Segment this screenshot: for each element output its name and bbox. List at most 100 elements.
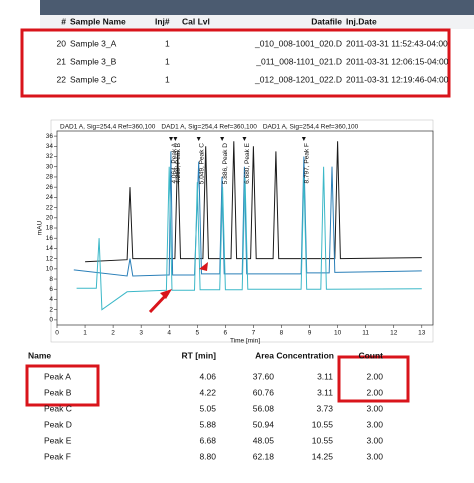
highlight-box [20,28,451,98]
cell: 10.55 [312,419,334,429]
x-tick-label: 4 [167,330,171,337]
header-band [40,15,474,29]
top-bar [40,0,474,15]
trace [85,141,422,263]
cell: 14.25 [312,451,334,461]
x-tick-label: 12 [390,330,398,337]
column-header: Sample Name [70,16,126,26]
column-header: Area [255,350,274,360]
cell: Peak E [44,435,72,445]
y-tick-label: 20 [46,215,54,222]
peak-label: 5.049, Peak C [198,143,205,184]
peak-label: 4.219, Peak B [175,143,182,184]
peak-marker [220,137,225,141]
x-tick-label: 11 [362,330,369,337]
cell: 6.68 [199,435,216,445]
cell: 2011-03-31 12:06:15-04:00 [346,56,449,66]
y-tick-label: 2 [49,306,53,313]
y-tick-label: 34 [46,143,54,150]
y-tick-label: 32 [46,153,54,160]
chart-panel [50,119,434,343]
y-tick-label: 8 [49,276,53,283]
y-tick-label: 6 [49,286,53,293]
cell: 1 [165,38,170,48]
cell: 5.88 [199,419,216,429]
x-tick-label: 13 [418,330,426,337]
arrow-head [160,289,172,299]
y-tick-label: 16 [46,235,54,242]
peak-marker [196,137,201,141]
peak-label: 6.680, Peak E [244,142,251,183]
peak-label: 5.886, Peak D [222,143,229,184]
cell: 50.94 [253,419,275,429]
cell: 4.06 [199,371,216,381]
legend-entry: DAD1 A, Sig=254,4 Ref=360,100 [60,124,156,131]
cell: 1 [165,74,170,84]
peak-marker [242,137,247,141]
cell: 4.22 [199,387,216,397]
cell: Sample 3_C [70,74,117,84]
cell: 8.80 [199,451,216,461]
column-header: Datafile [311,16,342,26]
cell: _011_008-1101_021.D [255,56,342,66]
cell: 2011-03-31 11:52:43-04:00 [346,38,448,48]
cell: Peak C [44,403,72,413]
y-tick-label: 22 [46,204,54,211]
cell: Peak F [44,451,71,461]
cell: 56.08 [253,403,275,413]
highlight-box [337,355,410,403]
y-tick-label: 28 [46,174,54,181]
column-header: Count [358,350,383,360]
peak-marker [169,137,174,141]
cell: 48.05 [253,435,275,445]
y-tick-label: 26 [46,184,54,191]
peak-label: 4.064, Peak A [171,142,178,183]
cell: 22 [57,74,67,84]
cell: Peak B [44,387,72,397]
cell: 60.76 [253,387,275,397]
cell: 3.00 [366,419,383,429]
x-tick-label: 9 [308,330,312,337]
y-tick-label: 10 [46,266,54,273]
x-tick-label: 8 [280,330,284,337]
y-tick-label: 4 [49,296,53,303]
column-header: # [61,16,66,26]
x-tick-label: 7 [252,330,256,337]
x-tick-label: 1 [83,330,87,337]
column-header: Concentration [276,350,334,360]
y-tick-label: 36 [46,133,54,140]
cell: 2.00 [366,371,383,381]
cell: 3.00 [366,451,383,461]
x-tick-label: 10 [334,330,342,337]
x-tick-label: 2 [111,330,115,337]
cell: 1 [165,56,170,66]
legend-entry: DAD1 A, Sig=254,4 Ref=360,100 [263,124,359,131]
y-tick-label: 30 [46,163,54,170]
trace [73,151,422,277]
cell: Sample 3_B [70,56,117,66]
cell: _010_008-1001_020.D [254,38,342,48]
cell: 37.60 [253,371,275,381]
cell: 3.00 [366,435,383,445]
x-tick-label: 0 [55,330,59,337]
column-header: Cal Lvl [182,16,210,26]
cell: Peak D [44,419,72,429]
column-header: Inj# [155,16,170,26]
cell: 3.00 [366,403,383,413]
cell: 2.00 [366,387,383,397]
cell: 2011-03-31 12:19:46-04:00 [346,74,449,84]
peak-marker [173,137,178,141]
peak-marker [301,137,306,141]
cell: 20 [57,38,67,48]
column-header: Inj.Date [346,16,377,26]
highlight-box [25,364,100,407]
column-header: RT [min] [182,350,217,360]
x-tick-label: 6 [224,330,228,337]
y-tick-label: 18 [46,225,54,232]
x-tick-label: 5 [195,330,199,337]
arrow-head [199,262,208,271]
y-tick-label: 12 [46,255,54,262]
y-tick-label: 0 [49,317,53,324]
legend-entry: DAD1 A, Sig=254,4 Ref=360,100 [161,124,257,131]
